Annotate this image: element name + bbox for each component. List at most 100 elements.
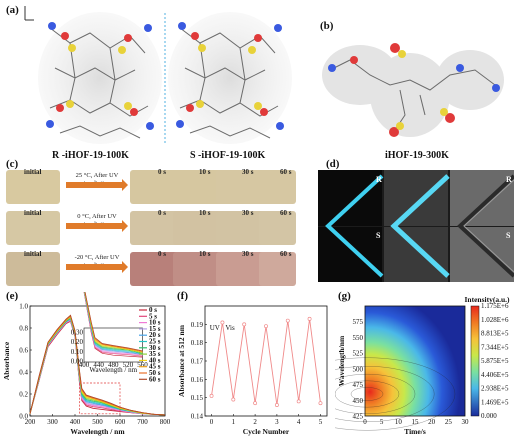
colorbar — [470, 305, 480, 417]
colorbar-tick-label: 1.028E+6 — [481, 316, 509, 324]
data-point — [318, 401, 323, 406]
data-point — [253, 401, 258, 406]
panel-a-right-title: S -iHOF-19-100K — [190, 150, 266, 161]
plot-frame — [364, 305, 466, 417]
axis-triad-a-left — [22, 4, 36, 29]
x-tick-label: 0 — [210, 418, 214, 426]
sample-photo — [259, 252, 296, 286]
tile-letter: S — [376, 231, 381, 240]
colorbar-tick-label: 7.344E+5 — [481, 343, 509, 351]
y-axis-label: Wavelength/nm — [337, 335, 346, 386]
data-point — [264, 324, 268, 329]
panel-c-row-1: initial 25 °C, After UV irradiation 0 s … — [6, 168, 296, 208]
y-tick-label: 0.2 — [19, 391, 28, 399]
y-tick-label: 0.16 — [191, 376, 204, 384]
contour-chart: 0 5 10 15 20 25 30 425 450 475 500 525 550 575 Time/s W… — [335, 295, 510, 436]
inset-x-tick-label: 480 — [108, 361, 119, 369]
y-tick-label: 0.8 — [19, 325, 28, 333]
sample-photo — [259, 211, 296, 245]
x-axis-label: Wavelength / nm — [70, 427, 125, 436]
highlight-box — [79, 382, 121, 415]
photo-tag: initial — [24, 250, 42, 258]
photo-tag: 0 s — [158, 209, 166, 217]
colorbar-tick-label: 8.813E+5 — [481, 330, 509, 338]
panel-b-title: iHOF-19-300K — [385, 150, 449, 161]
series-line — [29, 314, 166, 416]
y-tick-label: 550 — [353, 334, 364, 342]
crystal-structure-b — [322, 43, 504, 137]
y-tick-label: 0.14 — [191, 413, 204, 421]
photo-tag: 30 s — [242, 168, 254, 176]
y-tick-label: 475 — [353, 381, 364, 389]
annotation-vis: Vis — [225, 324, 235, 332]
x-tick-label: 5 — [319, 418, 323, 426]
photo-tag: 30 s — [242, 250, 254, 258]
y-tick-label: 1.0 — [19, 303, 28, 311]
x-tick-label: 3 — [275, 418, 279, 426]
x-tick-label: 600 — [115, 418, 126, 426]
legend-entry: 5 s — [149, 312, 157, 320]
panel-a-label: (a) — [6, 4, 19, 16]
inset-x-axis-label: Wavelength / nm — [89, 366, 137, 374]
y-tick-label: 425 — [353, 413, 364, 421]
crystal-structure-a — [38, 12, 292, 144]
y-tick-label: 500 — [353, 365, 364, 373]
x-tick-label: 4 — [297, 418, 301, 426]
arrow-icon — [66, 179, 128, 191]
tile-letter: R — [506, 175, 512, 184]
x-tick-label: 700 — [137, 418, 148, 426]
legend-entry: 25 s — [149, 338, 161, 346]
x-tick-label: 500 — [92, 418, 103, 426]
inset-series-line — [84, 292, 143, 352]
inset-x-tick-label: 560 — [137, 361, 148, 369]
panel-e-label: (e) — [6, 290, 19, 302]
data-point — [307, 316, 312, 321]
data-point — [242, 322, 247, 327]
photo-tag: 0 s — [158, 168, 166, 176]
y-tick-label: 0.17 — [191, 358, 204, 366]
y-tick-label: 575 — [353, 318, 364, 326]
fluorescence-images: R R S S — [318, 170, 514, 282]
colorbar-tick-label: 2.938E+5 — [481, 385, 509, 393]
contour-line — [335, 366, 435, 422]
legend-entry: 20 s — [149, 331, 161, 339]
y-axis-label: Absorbance at 512 nm — [177, 324, 186, 397]
panel-c-label: (c) — [6, 158, 19, 170]
x-tick-label: 30 — [462, 418, 470, 426]
y-tick-label: 0.18 — [191, 339, 204, 347]
x-tick-label: 25 — [445, 418, 453, 426]
inset-y-tick-label: 0.00 — [71, 358, 84, 366]
inset-x-tick-label: 400 — [79, 361, 90, 369]
colorbar-tick-label: 4.406E+5 — [481, 371, 509, 379]
x-tick-label: 800 — [160, 418, 171, 426]
photo-tag: 10 s — [199, 209, 211, 217]
legend-entry: 10 s — [149, 319, 161, 327]
data-point — [209, 393, 214, 398]
sample-photo — [6, 211, 60, 245]
x-tick-label: 1 — [232, 418, 236, 426]
colorbar-tick-label: 1.469E+5 — [481, 398, 509, 406]
panel-c-row-2: initial 0 °C, After UV irradiation 0 s 1… — [6, 209, 296, 249]
photo-tag: 30 s — [242, 209, 254, 217]
data-point — [220, 320, 225, 325]
legend-entry: 35 s — [149, 350, 161, 358]
uv-vis-chart: 200 300 400 500 600 700 800 0.0 0.2 0.4 0.6 0.8 1.0 W… — [2, 292, 171, 436]
sample-photo — [6, 170, 60, 204]
cycle-chart: 0 1 2 3 4 5 0.14 0.15 0.16 0.17 0.18 0.19 Cycle Numb… — [177, 305, 328, 436]
x-tick-label: 300 — [47, 418, 58, 426]
panel-c-row-3: initial -20 °C, After UV irradiation 0 s… — [6, 250, 296, 290]
heatmap-area — [365, 306, 465, 416]
contour-line — [335, 357, 456, 431]
panel-d-label: (d) — [326, 158, 340, 170]
legend-entry: 0 s — [149, 306, 157, 314]
y-tick-label: 0.0 — [19, 413, 28, 421]
x-tick-label: 10 — [395, 418, 403, 426]
y-tick-label: 0.6 — [19, 347, 28, 355]
x-tick-label: 400 — [70, 418, 81, 426]
contour-line — [335, 380, 400, 408]
photo-tag: 60 s — [280, 168, 292, 176]
sample-photo — [6, 252, 60, 286]
colorbar-title: Intensity(a.u.) — [464, 295, 510, 304]
tile-letter: S — [506, 231, 511, 240]
inset-x-tick-label: 520 — [123, 361, 134, 369]
